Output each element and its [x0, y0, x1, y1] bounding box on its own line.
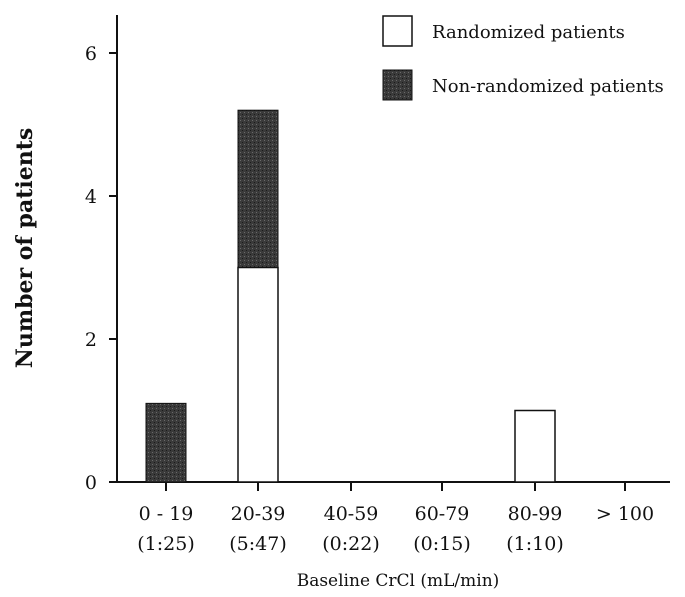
x-ratio-label: (1:25) [137, 533, 195, 555]
x-category-label: 80-99 [508, 503, 563, 525]
y-tick-label: 0 [85, 472, 97, 494]
y-axis-title: Number of patients [12, 128, 38, 369]
legend-swatch-non-randomized [382, 69, 413, 101]
bar-randomized [237, 266, 279, 483]
legend: Randomized patients Non-randomized patie… [382, 15, 664, 101]
y-tick-label: 2 [85, 329, 97, 351]
legend-swatch-randomized [382, 15, 413, 47]
x-category-label: 0 - 19 [139, 503, 194, 525]
legend-label-non-randomized: Non-randomized patients [432, 76, 664, 97]
x-category-label: > 100 [596, 503, 654, 525]
x-ratio-label: (1:10) [506, 533, 564, 555]
x-ratio-label: (5:47) [229, 533, 287, 555]
x-ratio-label: (0:15) [413, 533, 471, 555]
x-axis-title: Baseline CrCl (mL/min) [297, 571, 500, 591]
x-axis-labels: 0 - 19 (1:25) 20-39 (5:47) 40-59 (0:22) 60-79 (… [137, 482, 654, 555]
bar-non-randomized [237, 109, 279, 268]
x-category-label: 60-79 [415, 503, 470, 525]
x-category-label: 20-39 [231, 503, 286, 525]
bar-randomized [514, 409, 556, 483]
y-axis-ticks: 0 2 4 6 [85, 43, 117, 494]
x-category-label: 40-59 [324, 503, 379, 525]
y-tick-label: 4 [85, 186, 97, 208]
bars-layer [145, 109, 556, 483]
bar-non-randomized [145, 402, 187, 483]
legend-label-randomized: Randomized patients [432, 22, 625, 43]
y-tick-label: 6 [85, 43, 97, 65]
x-ratio-label: (0:22) [322, 533, 380, 555]
